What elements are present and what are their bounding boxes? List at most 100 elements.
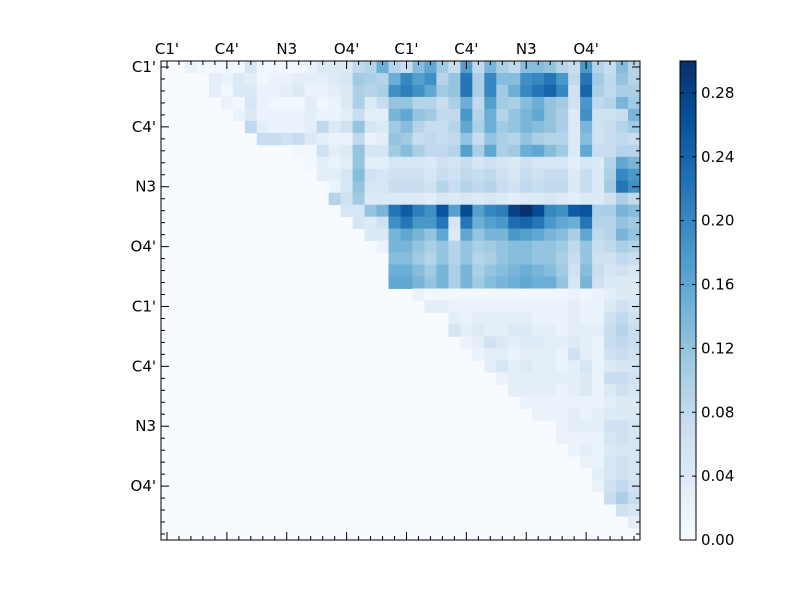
heatmap-cell xyxy=(544,252,557,265)
heatmap-cell xyxy=(328,72,342,86)
heatmap-cell xyxy=(460,120,473,134)
heatmap-cell xyxy=(556,180,569,194)
heatmap-cell xyxy=(484,204,497,218)
heatmap-cell xyxy=(544,228,557,242)
heatmap-cell xyxy=(460,84,473,98)
colorbar-tick-label: 0.04 xyxy=(701,467,734,485)
heatmap-cell xyxy=(532,360,545,373)
heatmap-cell xyxy=(460,264,473,277)
heatmap-cell xyxy=(532,216,545,230)
heatmap-cell xyxy=(412,288,425,301)
heatmap-cell xyxy=(520,192,533,206)
heatmap-cell xyxy=(628,408,641,421)
heatmap-cell xyxy=(628,132,641,146)
heatmap-cell xyxy=(556,144,569,158)
heatmap-cell xyxy=(448,276,461,289)
heatmap-cell xyxy=(460,156,473,170)
heatmap-cell xyxy=(604,480,617,493)
heatmap-cell xyxy=(580,180,593,194)
heatmap-cell xyxy=(592,156,605,170)
heatmap-cell xyxy=(448,96,461,110)
heatmap-cell xyxy=(616,108,629,122)
heatmap-cell xyxy=(448,312,461,325)
heatmap-cell xyxy=(604,132,617,146)
heatmap-cell xyxy=(376,84,389,98)
heatmap-cell xyxy=(376,108,389,122)
heatmap-cell xyxy=(448,72,461,86)
heatmap-cell xyxy=(472,324,485,337)
heatmap-cell xyxy=(616,72,629,86)
heatmap-cell xyxy=(544,216,557,230)
heatmap-cell xyxy=(508,336,521,349)
heatmap-cell xyxy=(376,192,389,206)
heatmap-cell xyxy=(448,108,461,122)
heatmap-cell xyxy=(604,72,617,86)
heatmap-cell xyxy=(604,168,617,182)
heatmap-cell xyxy=(448,264,461,277)
heatmap-cell xyxy=(580,192,593,206)
y-tick-label: O4' xyxy=(131,238,156,256)
heatmap-cell xyxy=(424,264,437,277)
heatmap-cell xyxy=(400,72,413,86)
heatmap-cell xyxy=(352,204,365,218)
heatmap-cell xyxy=(436,228,449,242)
heatmap-cell xyxy=(304,72,318,86)
heatmap-cell xyxy=(436,84,449,98)
heatmap-cell xyxy=(448,288,461,301)
heatmap-cell xyxy=(460,192,473,206)
heatmap-cell xyxy=(544,324,557,337)
heatmap-cell xyxy=(484,156,497,170)
heatmap-cell xyxy=(604,156,617,170)
heatmap-cell xyxy=(556,108,569,122)
heatmap-cell xyxy=(592,84,605,98)
heatmap-cell xyxy=(400,144,413,158)
heatmap-cell xyxy=(316,132,330,146)
heatmap-cell xyxy=(568,300,581,313)
heatmap-cell xyxy=(412,180,425,194)
heatmap-cell xyxy=(616,228,629,242)
heatmap-cell xyxy=(436,300,449,313)
heatmap-cell xyxy=(592,180,605,194)
heatmap-cell xyxy=(592,228,605,242)
heatmap-cell xyxy=(544,144,557,158)
heatmap-cell xyxy=(448,228,461,242)
heatmap-cell xyxy=(580,456,593,469)
heatmap-cell xyxy=(496,180,509,194)
heatmap-cell xyxy=(616,312,629,325)
heatmap-cell xyxy=(424,180,437,194)
heatmap-cell xyxy=(448,84,461,98)
heatmap-cell xyxy=(508,276,521,289)
heatmap-cell xyxy=(580,384,593,397)
heatmap-cell xyxy=(604,300,617,313)
heatmap-cell xyxy=(496,108,509,122)
heatmap-cell xyxy=(604,192,617,206)
heatmap-cell xyxy=(580,108,593,122)
heatmap-cell xyxy=(460,72,473,86)
heatmap-cell xyxy=(472,180,485,194)
heatmap-cell xyxy=(448,192,461,206)
heatmap-cell xyxy=(532,348,545,361)
heatmap-cell xyxy=(616,168,629,182)
heatmap-cell xyxy=(568,240,581,254)
heatmap-cell xyxy=(436,252,449,265)
heatmap-cell xyxy=(424,156,437,170)
heatmap-cell xyxy=(520,396,533,409)
x-tick-label: O4' xyxy=(573,40,598,58)
heatmap-cell xyxy=(556,396,569,409)
heatmap-cell xyxy=(508,132,521,146)
heatmap-cell xyxy=(628,492,641,505)
heatmap-cell xyxy=(352,96,365,110)
heatmap-cell xyxy=(292,144,306,158)
plot-frame xyxy=(160,60,641,541)
heatmap-cell xyxy=(352,144,365,158)
heatmap-cell xyxy=(328,132,342,146)
heatmap-cell xyxy=(208,72,222,86)
heatmap-cell xyxy=(592,96,605,110)
heatmap-cell xyxy=(496,144,509,158)
heatmap-cell xyxy=(568,156,581,170)
heatmap-cell xyxy=(556,372,569,385)
heatmap-cell xyxy=(484,72,497,86)
heatmap-cell xyxy=(616,324,629,337)
heatmap-cell xyxy=(412,252,425,265)
heatmap-cell xyxy=(520,132,533,146)
